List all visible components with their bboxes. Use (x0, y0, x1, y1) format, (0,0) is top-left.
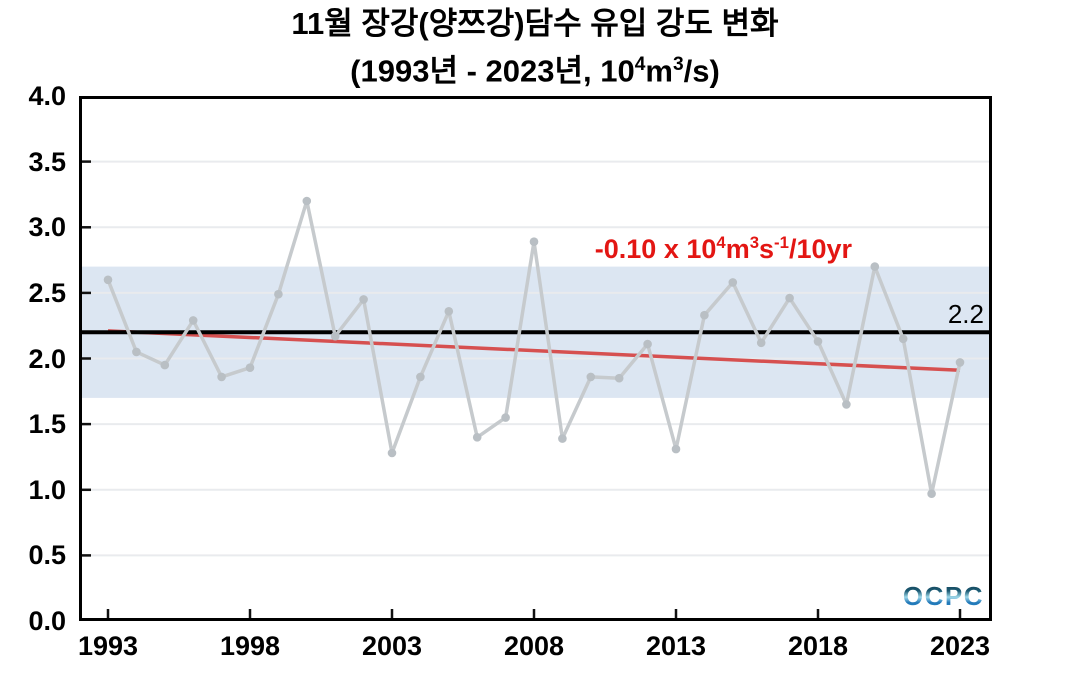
x-axis-tick-label: 1993 (77, 631, 139, 661)
data-point (132, 347, 141, 357)
data-point (103, 275, 113, 285)
x-axis-tick-label: 2023 (929, 631, 991, 661)
y-axis-tick-label: 4.0 (28, 81, 66, 111)
y-axis-tick-label: 0.5 (28, 540, 66, 571)
data-point (671, 444, 681, 454)
plot-svg (79, 96, 992, 621)
exponent: 3 (749, 233, 760, 252)
x-axis-tick-label: 2003 (361, 631, 423, 661)
y-axis-tick-label: 2.5 (28, 277, 66, 308)
y-axis-tick-label: 2.0 (28, 343, 66, 374)
y-axis-tick-label: 0.0 (28, 606, 66, 636)
data-point (302, 196, 312, 206)
trend-line (107, 329, 961, 373)
data-point (558, 434, 567, 443)
data-point (501, 413, 510, 422)
exponent: 4 (634, 54, 646, 75)
data-point (359, 295, 368, 304)
y-axis-tick-label: 1.0 (28, 474, 66, 505)
data-point (813, 337, 823, 346)
reference-line-label: 2.2 (947, 299, 984, 329)
data-point (955, 358, 965, 367)
data-point (870, 262, 880, 271)
data-point (245, 363, 255, 373)
data-point (643, 339, 652, 349)
data-point (785, 293, 794, 303)
data-point (756, 338, 766, 348)
plot-border (79, 96, 992, 621)
data-point (842, 400, 851, 409)
x-axis-tick-label: 2018 (787, 631, 849, 661)
exponent: 4 (716, 233, 726, 252)
x-axis-tick-label: 2013 (645, 631, 707, 661)
chart-title-line2: (1993년 - 2023년, 104m3/s) (350, 53, 720, 89)
y-axis-tick-label: 3.0 (28, 212, 66, 243)
plot-area: -0.10 x 104m3s-1/10yr (79, 96, 992, 621)
trend-slope-annotation: -0.10 x 104m3s-1/10yr (594, 233, 852, 264)
chart-title-line1: 11월 장강(양쯔강)담수 유입 강도 변화 (291, 6, 779, 41)
x-axis-tick-label: 2008 (503, 631, 565, 661)
data-point (160, 360, 170, 370)
data-point (472, 433, 482, 442)
data-point (444, 307, 454, 316)
exponent: 3 (672, 54, 684, 75)
exponent: -1 (774, 233, 789, 252)
ocpc-logo: OCPC (902, 581, 984, 611)
data-point (700, 310, 709, 320)
y-axis-tick-label: 3.5 (28, 146, 66, 177)
data-point (614, 373, 624, 383)
data-point (927, 489, 936, 499)
data-point (728, 278, 738, 287)
chart-title: 11월 장강(양쯔강)담수 유입 강도 변화 (1993년 - 2023년, 1… (0, 3, 1070, 91)
data-point (529, 237, 539, 246)
data-point (330, 331, 340, 341)
y-axis-tick-label: 1.5 (28, 409, 66, 440)
data-point (188, 316, 198, 325)
data-point (387, 448, 397, 458)
x-axis-tick-label: 1998 (219, 631, 281, 661)
data-point (586, 372, 596, 382)
data-point (898, 334, 908, 344)
data-point (217, 372, 226, 382)
data-point (416, 372, 425, 382)
data-point (274, 289, 283, 299)
